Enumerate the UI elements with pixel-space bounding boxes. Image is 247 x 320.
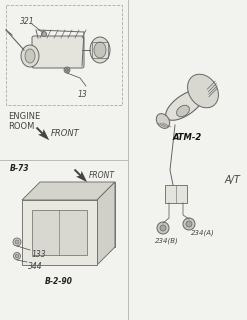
Circle shape <box>64 67 70 73</box>
FancyBboxPatch shape <box>32 36 84 68</box>
Text: A/T: A/T <box>224 175 240 185</box>
Ellipse shape <box>166 90 204 120</box>
Ellipse shape <box>156 114 170 128</box>
Text: 133: 133 <box>32 250 47 259</box>
Ellipse shape <box>21 45 39 67</box>
Circle shape <box>14 252 21 260</box>
Text: ATM-2: ATM-2 <box>172 133 202 142</box>
Text: 234(A): 234(A) <box>191 229 215 236</box>
Polygon shape <box>32 210 87 255</box>
Circle shape <box>65 68 68 71</box>
Polygon shape <box>36 127 49 140</box>
Circle shape <box>15 254 19 258</box>
Bar <box>92 42 108 58</box>
Bar <box>6 5 122 105</box>
Text: ENGINE
ROOM: ENGINE ROOM <box>8 112 40 132</box>
Polygon shape <box>22 200 97 265</box>
Circle shape <box>157 222 169 234</box>
Ellipse shape <box>94 42 106 58</box>
Ellipse shape <box>25 49 35 63</box>
Text: 344: 344 <box>28 262 43 271</box>
Bar <box>165 185 187 203</box>
Ellipse shape <box>177 105 189 117</box>
Circle shape <box>186 221 192 227</box>
Text: FRONT: FRONT <box>51 130 80 139</box>
Polygon shape <box>74 169 87 182</box>
Circle shape <box>183 218 195 230</box>
Circle shape <box>41 31 46 36</box>
Polygon shape <box>40 182 115 247</box>
Polygon shape <box>22 182 115 200</box>
Text: 321: 321 <box>20 18 35 27</box>
Text: B-73: B-73 <box>10 164 29 173</box>
Text: B-2-90: B-2-90 <box>45 277 73 286</box>
Ellipse shape <box>187 74 218 108</box>
Circle shape <box>13 238 21 246</box>
Text: 13: 13 <box>77 90 87 99</box>
Text: FRONT: FRONT <box>89 172 115 180</box>
Ellipse shape <box>90 37 110 63</box>
Polygon shape <box>97 182 115 265</box>
Circle shape <box>160 225 166 231</box>
Circle shape <box>15 240 19 244</box>
Text: 234(B): 234(B) <box>155 237 179 244</box>
